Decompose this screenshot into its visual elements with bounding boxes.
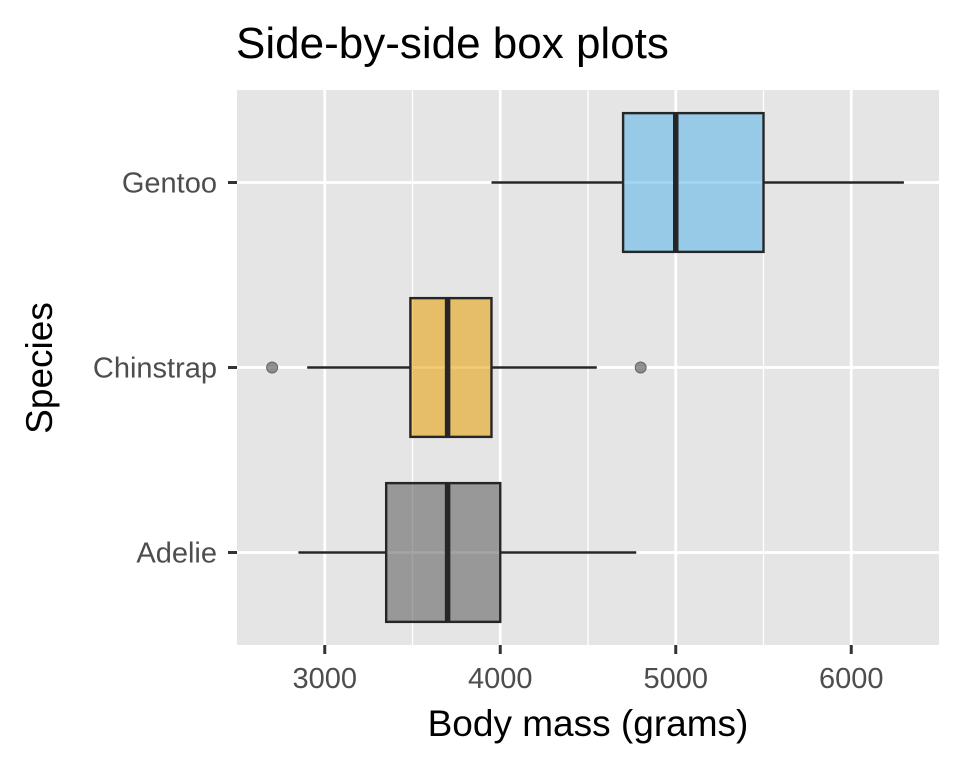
box-gentoo (491, 111, 904, 254)
y-axis-title: Species (19, 302, 60, 434)
y-tick-label: Gentoo (122, 168, 217, 200)
x-axis-title: Body mass (grams) (428, 703, 749, 744)
axes: Adelie Chinstrap Gentoo 3000 4000 5000 6000 (93, 168, 884, 696)
x-tick-label: 6000 (819, 663, 884, 695)
y-tick-label: Adelie (136, 538, 217, 570)
outlier-point (634, 361, 647, 374)
box-adelie (298, 481, 637, 624)
box-chinstrap (266, 296, 647, 439)
x-tick-label: 5000 (643, 663, 708, 695)
boxes (266, 111, 904, 624)
y-tick-label: Chinstrap (93, 353, 217, 385)
outlier-point (266, 361, 279, 374)
box-iqr (409, 296, 493, 439)
box-iqr (384, 481, 502, 624)
x-tick-label: 3000 (292, 663, 357, 695)
box-iqr (621, 111, 765, 254)
chart-title: Side-by-side box plots (236, 19, 669, 68)
x-tick-label: 4000 (468, 663, 533, 695)
